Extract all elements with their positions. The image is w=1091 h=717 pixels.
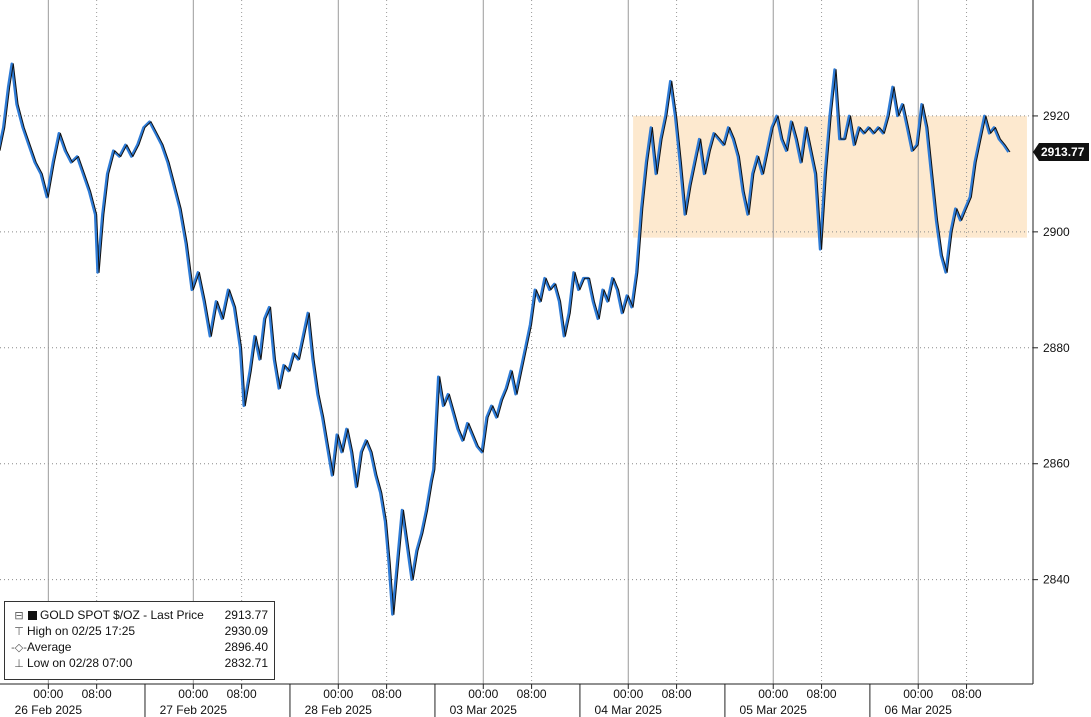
x-tick-time-label: 00:00 xyxy=(758,687,788,701)
legend-label-high: High on 02/25 17:25 xyxy=(27,624,136,638)
last-price-tag: 2913.77 xyxy=(1033,143,1089,162)
y-tick-label: 2840 xyxy=(1043,573,1070,587)
legend-label-low: Low on 02/28 07:00 xyxy=(27,656,133,670)
low-marker-icon: ⊥ xyxy=(14,657,24,670)
y-tick-label: 2900 xyxy=(1043,225,1070,239)
x-tick-time-label: 00:00 xyxy=(178,687,208,701)
x-tick-time-label: 08:00 xyxy=(517,687,547,701)
legend-title-row: ⊟ GOLD SPOT $/OZ - Last Price 2913.77 xyxy=(11,607,268,623)
x-tick-date-label: 27 Feb 2025 xyxy=(160,703,228,717)
last-price-tag-label: 2913.77 xyxy=(1041,145,1085,159)
collapse-icon[interactable]: ⊟ xyxy=(14,609,24,622)
x-tick-date-label: 03 Mar 2025 xyxy=(450,703,518,717)
x-tick-time-label: 00:00 xyxy=(903,687,933,701)
legend-value-high: 2930.09 xyxy=(224,624,268,638)
y-tick-label: 2860 xyxy=(1043,457,1070,471)
legend-label-average: Average xyxy=(27,640,72,654)
series-line-shadow xyxy=(0,62,1010,616)
x-tick-date-label: 06 Mar 2025 xyxy=(885,703,953,717)
legend-value-low: 2832.71 xyxy=(224,656,268,670)
x-tick-date-label: 28 Feb 2025 xyxy=(305,703,373,717)
x-tick-date-label: 05 Mar 2025 xyxy=(740,703,808,717)
x-tick-date-label: 04 Mar 2025 xyxy=(595,703,663,717)
series-layer xyxy=(0,62,1011,616)
y-tick-label: 2920 xyxy=(1043,109,1070,123)
x-axis: 00:00 26 Feb 2025 08:00 00:00 27 Feb 2025 08:… xyxy=(0,683,1033,717)
legend-row-low: ⊥ Low on 02/28 07:00 2832.71 xyxy=(11,655,268,671)
x-tick-time-label: 08:00 xyxy=(372,687,402,701)
chart-legend: ⊟ GOLD SPOT $/OZ - Last Price 2913.77 ⊤ … xyxy=(4,601,275,680)
y-tick-label: 2880 xyxy=(1043,341,1070,355)
average-marker-icon: -◇- xyxy=(11,641,27,654)
x-tick-time-label: 08:00 xyxy=(82,687,112,701)
x-tick-time-label: 00:00 xyxy=(323,687,353,701)
high-marker-icon: ⊤ xyxy=(14,625,24,638)
x-tick-time-label: 08:00 xyxy=(662,687,692,701)
x-tick-time-label: 08:00 xyxy=(952,687,982,701)
x-tick-time-label: 08:00 xyxy=(807,687,837,701)
grid-layer xyxy=(0,0,1033,684)
y-axis: 2840 2860 2880 2900 2920 xyxy=(1032,0,1070,684)
x-tick-date-label: 26 Feb 2025 xyxy=(15,703,83,717)
x-tick-time-label: 00:00 xyxy=(33,687,63,701)
legend-title-value: 2913.77 xyxy=(224,608,268,622)
series-line xyxy=(0,63,1011,615)
x-tick-time-label: 08:00 xyxy=(227,687,257,701)
legend-row-high: ⊤ High on 02/25 17:25 2930.09 xyxy=(11,623,268,639)
legend-value-average: 2896.40 xyxy=(224,640,268,654)
legend-title: GOLD SPOT $/OZ - Last Price xyxy=(40,608,204,622)
series-swatch xyxy=(28,610,37,620)
x-tick-time-label: 00:00 xyxy=(613,687,643,701)
legend-row-average: -◇- Average 2896.40 xyxy=(11,639,268,655)
last-price-tag-shape xyxy=(1033,143,1089,162)
x-tick-time-label: 00:00 xyxy=(468,687,498,701)
